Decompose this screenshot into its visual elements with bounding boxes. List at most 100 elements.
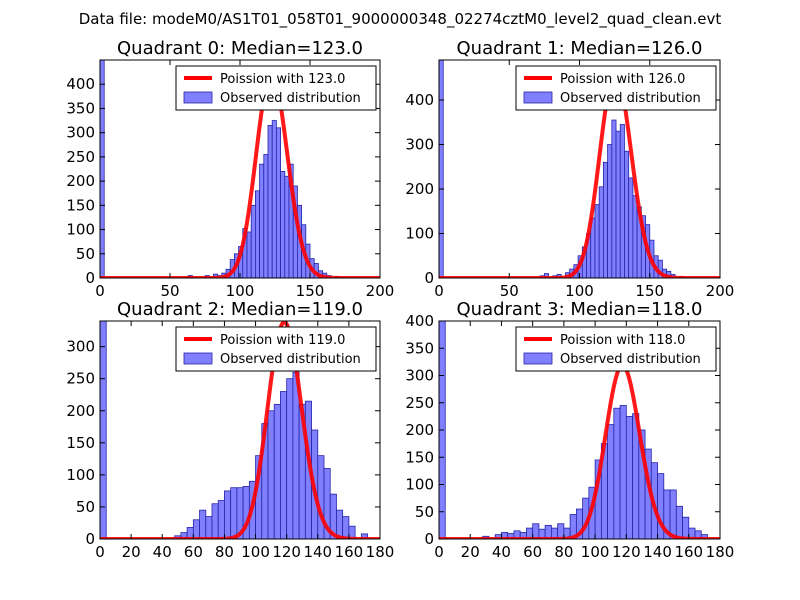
x-tick-label: 100 [565, 282, 594, 300]
quadrant-2-legend: Poission with 119.0 Observed distribution [175, 326, 377, 372]
quadrant-2-bar [280, 391, 288, 539]
y-tick-label: 50 [76, 498, 95, 516]
quadrant-3-bar [682, 516, 690, 539]
legend-curve-label: Poission with 118.0 [560, 333, 685, 348]
quadrant-3-title: Quadrant 3: Median=118.0 [457, 299, 703, 320]
y-tick-label: 400 [66, 75, 95, 93]
quadrant-0-bar [259, 163, 265, 278]
figure-suptitle: Data file: modeM0/AS1T01_058T01_90000003… [79, 10, 722, 29]
quadrant-1-bar [543, 273, 549, 278]
quadrant-2-bar [217, 500, 225, 539]
quadrant-3-bar [557, 523, 565, 539]
y-tick-label: 0 [424, 269, 434, 287]
quadrant-1-bar [628, 177, 634, 278]
quadrant-2-bar [317, 455, 325, 539]
quadrant-0-bar [246, 231, 252, 278]
y-tick-label: 0 [85, 530, 95, 548]
y-tick-label: 150 [66, 196, 95, 214]
legend-bar-label: Observed distribution [560, 352, 701, 367]
y-tick-label: 250 [405, 394, 434, 412]
quadrant-0-bar [263, 154, 269, 278]
legend-bar-label: Observed distribution [560, 91, 701, 106]
quadrant-2-bar [267, 410, 275, 539]
y-tick-label: 50 [76, 245, 95, 263]
quadrant-1-title: Quadrant 1: Median=126.0 [457, 38, 703, 59]
legend-curve-label: Poission with 119.0 [220, 333, 345, 348]
y-tick-label: 200 [405, 421, 434, 439]
quadrant-1-bar [602, 161, 609, 278]
quadrant-0-title: Quadrant 0: Median=123.0 [117, 38, 363, 59]
quadrant-1-bar [632, 195, 638, 278]
quadrant-1-bar [594, 204, 600, 278]
y-tick-label: 250 [66, 148, 95, 166]
y-tick-label: 300 [66, 124, 95, 142]
y-tick-label: 50 [415, 503, 434, 521]
y-tick-label: 200 [66, 402, 95, 420]
y-tick-label: 350 [405, 339, 434, 357]
quadrant-2-bar [273, 403, 281, 539]
x-tick-label: 50 [500, 282, 519, 300]
x-tick-label: 150 [635, 282, 664, 300]
x-tick-label: 0 [434, 543, 444, 561]
legend-bar-swatch [523, 352, 553, 365]
quadrant-1-bar [619, 124, 625, 278]
quadrant-0-bar [271, 120, 277, 278]
quadrant-1-plot-area [439, 60, 720, 278]
y-tick-label: 100 [405, 225, 434, 243]
legend-bar-swatch [183, 352, 213, 365]
quadrant-0-bar [267, 125, 273, 278]
x-tick-label: 150 [296, 282, 325, 300]
quadrant-2-bar [286, 378, 294, 539]
quadrant-3-bar [532, 523, 540, 539]
x-tick-label: 0 [434, 282, 444, 300]
x-tick-label: 180 [706, 543, 735, 561]
x-tick-label: 0 [95, 543, 105, 561]
x-tick-label: 20 [461, 543, 480, 561]
x-tick-label: 60 [184, 543, 203, 561]
quadrant-0-legend: Poission with 123.0 Observed distribution [175, 65, 377, 111]
quadrant-1-plot: Quadrant 1: Median=126.0 0 50 100 150 200 0 100… [405, 38, 734, 300]
quadrant-3-bar [613, 407, 621, 539]
quadrant-3-legend: Poission with 118.0 Observed distribution [515, 326, 717, 372]
quadrant-3-bar [625, 415, 633, 539]
x-tick-label: 160 [674, 543, 703, 561]
y-tick-label: 0 [424, 530, 434, 548]
quadrant-0-bar [280, 171, 286, 278]
x-tick-label: 80 [215, 543, 234, 561]
quadrant-1-bar [624, 150, 630, 278]
x-tick-label: 50 [160, 282, 179, 300]
x-tick-label: 40 [492, 543, 511, 561]
quadrant-0-bar [254, 190, 260, 278]
quadrant-2-bar [100, 321, 107, 539]
x-tick-label: 200 [706, 282, 735, 300]
x-tick-label: 60 [523, 543, 542, 561]
x-tick-label: 0 [95, 282, 105, 300]
y-tick-label: 200 [405, 180, 434, 198]
x-tick-label: 120 [612, 543, 641, 561]
x-tick-label: 100 [581, 543, 610, 561]
quadrant-1-legend: Poission with 126.0 Observed distribution [515, 65, 717, 111]
x-tick-label: 40 [153, 543, 172, 561]
quadrant-2-bar [199, 509, 207, 539]
x-tick-label: 100 [226, 282, 255, 300]
quadrant-0-bar [275, 127, 281, 278]
quadrant-3-plot: Quadrant 3: Median=118.00 20 40 60 80 100 120 1… [405, 299, 734, 561]
y-tick-label: 400 [405, 312, 434, 330]
y-tick-label: 300 [405, 136, 434, 154]
quadrant-1-bar [439, 60, 444, 278]
quadrant-3-bar [619, 405, 627, 539]
x-tick-label: 120 [272, 543, 301, 561]
quadrant-0-plot: Quadrant 0: Median=123.0 0 50 100 150 200 0 50 1… [66, 38, 394, 300]
legend-bar-label: Observed distribution [220, 352, 361, 367]
x-tick-label: 140 [303, 543, 332, 561]
quadrant-2-bar [211, 503, 219, 539]
y-tick-label: 300 [405, 367, 434, 385]
x-tick-label: 100 [241, 543, 270, 561]
x-tick-label: 20 [122, 543, 141, 561]
quadrant-3-bar [700, 534, 708, 539]
quadrant-2-bar [192, 519, 200, 539]
quadrant-1-bar [615, 130, 621, 278]
quadrant-2-bar [205, 516, 213, 539]
y-tick-label: 150 [66, 434, 95, 452]
